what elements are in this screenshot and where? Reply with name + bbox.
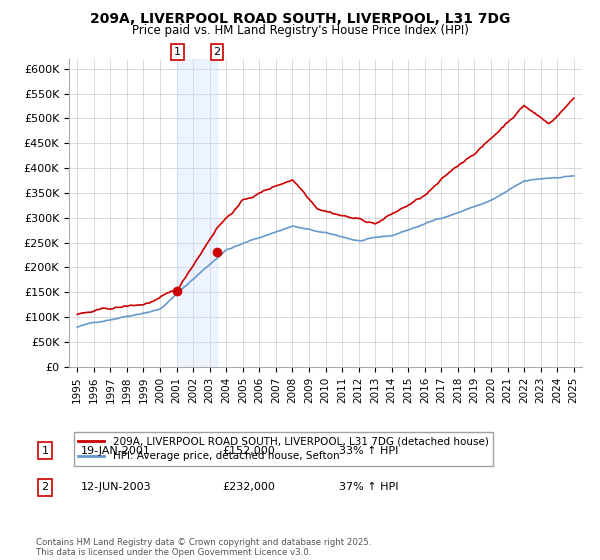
Text: £232,000: £232,000: [222, 482, 275, 492]
Text: 1: 1: [41, 446, 49, 456]
Bar: [178, 59, 217, 367]
Text: 37% ↑ HPI: 37% ↑ HPI: [339, 482, 398, 492]
Text: 33% ↑ HPI: 33% ↑ HPI: [339, 446, 398, 456]
Text: 19-JAN-2001: 19-JAN-2001: [81, 446, 151, 456]
Text: Contains HM Land Registry data © Crown copyright and database right 2025.
This d: Contains HM Land Registry data © Crown c…: [36, 538, 371, 557]
Text: 12-JUN-2003: 12-JUN-2003: [81, 482, 152, 492]
Text: 1: 1: [174, 47, 181, 57]
Text: £152,000: £152,000: [222, 446, 275, 456]
Text: 2: 2: [214, 47, 221, 57]
Legend: 209A, LIVERPOOL ROAD SOUTH, LIVERPOOL, L31 7DG (detached house), HPI: Average pr: 209A, LIVERPOOL ROAD SOUTH, LIVERPOOL, L…: [74, 432, 493, 465]
Text: 2: 2: [41, 482, 49, 492]
Text: 209A, LIVERPOOL ROAD SOUTH, LIVERPOOL, L31 7DG: 209A, LIVERPOOL ROAD SOUTH, LIVERPOOL, L…: [90, 12, 510, 26]
Text: Price paid vs. HM Land Registry's House Price Index (HPI): Price paid vs. HM Land Registry's House …: [131, 24, 469, 36]
